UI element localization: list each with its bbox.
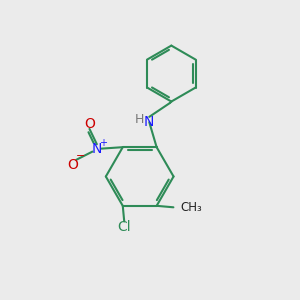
Text: H: H bbox=[134, 113, 144, 126]
Text: Cl: Cl bbox=[117, 220, 131, 234]
Text: −: − bbox=[75, 151, 85, 161]
Text: O: O bbox=[67, 158, 78, 172]
Text: N: N bbox=[92, 142, 102, 156]
Text: N: N bbox=[144, 115, 154, 129]
Text: CH₃: CH₃ bbox=[180, 201, 202, 214]
Text: O: O bbox=[84, 117, 95, 131]
Text: +: + bbox=[99, 138, 107, 148]
